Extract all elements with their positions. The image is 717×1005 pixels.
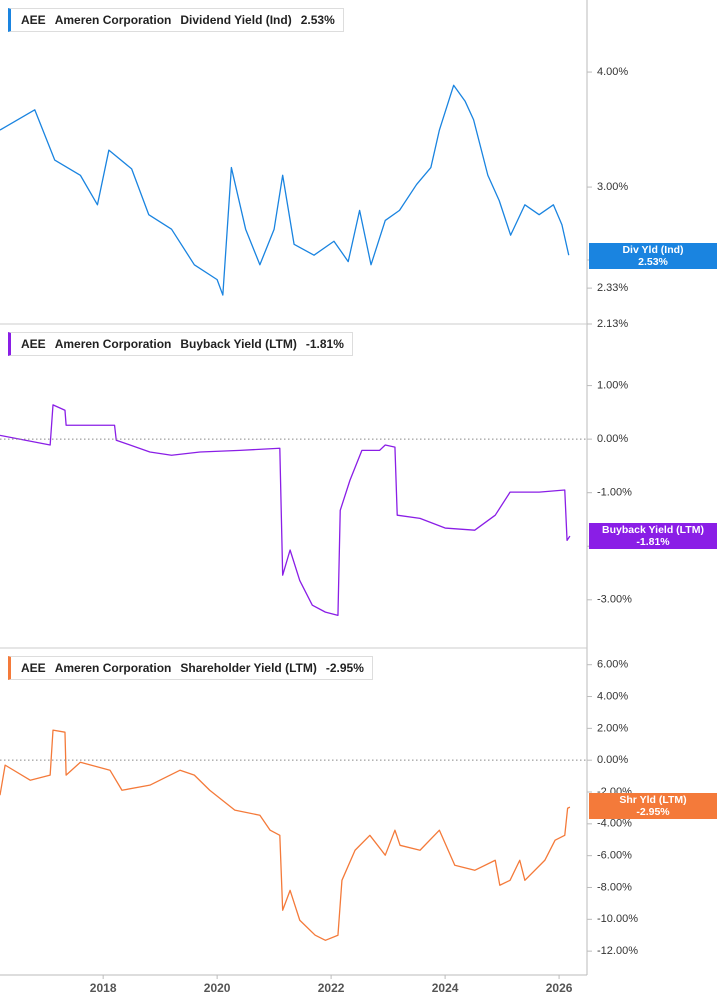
y-tick-label: 1.00% (597, 379, 628, 391)
flag-label: Div Yld (Ind) (622, 244, 684, 256)
y-tick-label: -8.00% (597, 881, 632, 893)
legend-header: AEE Ameren Corporation Shareholder Yield (… (8, 656, 373, 680)
latest-value: -2.95% (325, 661, 364, 675)
y-tick-label: 6.00% (597, 659, 628, 671)
company: Ameren Corporation (54, 337, 172, 351)
y-tick-label: 2.33% (597, 282, 628, 294)
flag-value: 2.53% (638, 256, 668, 268)
data-line (0, 84, 570, 296)
y-tick-label: 2.00% (597, 722, 628, 734)
flag-value: -2.95% (636, 806, 670, 818)
lines (0, 84, 571, 941)
y-tick-label: -10.00% (597, 913, 638, 925)
flag-label: Buyback Yield (LTM) (602, 524, 704, 536)
value-flag: Div Yld (Ind) 2.53% (589, 243, 717, 269)
y-tick-label: -6.00% (597, 850, 632, 862)
data-line (0, 729, 571, 941)
company: Ameren Corporation (54, 13, 172, 27)
ticker: AEE (21, 13, 46, 27)
y-tick-label: -12.00% (597, 945, 638, 957)
legend-header: AEE Ameren Corporation Dividend Yield (Ind… (8, 8, 344, 32)
y-tick-label: 0.00% (597, 754, 628, 766)
flag-value: -1.81% (636, 536, 670, 548)
y-tick-label: 4.00% (597, 66, 628, 78)
latest-value: -1.81% (305, 337, 344, 351)
y-tick-label: -4.00% (597, 818, 632, 830)
x-tick-label: 2020 (204, 981, 231, 995)
data-line (0, 404, 571, 616)
legend-series-name: Shareholder Yield (LTM) (180, 661, 317, 675)
y-tick-label: 3.00% (597, 181, 628, 193)
x-tick-label: 2024 (432, 981, 459, 995)
legend-series-name: Buyback Yield (LTM) (180, 337, 297, 351)
flag-label: Shr Yld (LTM) (619, 794, 687, 806)
latest-value: 2.53% (300, 13, 335, 27)
y-tick-label: -3.00% (597, 594, 632, 606)
x-tick-label: 2018 (90, 981, 117, 995)
legend-series-name: Dividend Yield (Ind) (180, 13, 292, 27)
value-flag: Shr Yld (LTM) -2.95% (589, 793, 717, 819)
ticker: AEE (21, 661, 46, 675)
ticker: AEE (21, 337, 46, 351)
x-tick-label: 2022 (318, 981, 345, 995)
y-tick-label: 4.00% (597, 690, 628, 702)
y-tick-label: -1.00% (597, 487, 632, 499)
legend-header: AEE Ameren Corporation Buyback Yield (LTM)… (8, 332, 353, 356)
y-tick-label: 2.13% (597, 318, 628, 330)
value-flag: Buyback Yield (LTM) -1.81% (589, 523, 717, 549)
y-tick-label: 0.00% (597, 433, 628, 445)
x-tick-label: 2026 (546, 981, 573, 995)
company: Ameren Corporation (54, 661, 172, 675)
